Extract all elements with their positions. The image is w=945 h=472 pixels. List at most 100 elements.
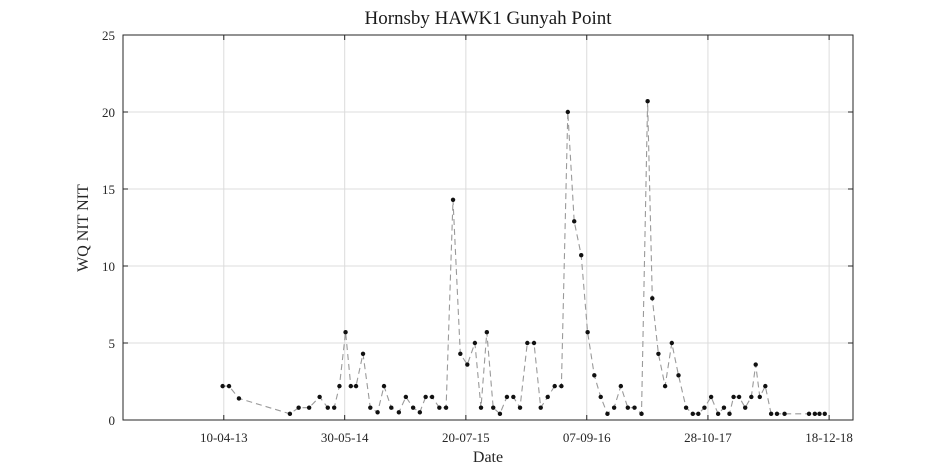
data-point: [559, 383, 564, 389]
data-point: [806, 411, 812, 417]
data-point: [403, 394, 409, 400]
data-point: [579, 253, 584, 258]
data-point: [768, 411, 774, 417]
y-axis-label: WQ NIT NIT: [75, 184, 92, 272]
data-point: [763, 383, 768, 389]
data-point: [375, 410, 380, 415]
data-point: [736, 394, 742, 400]
data-point: [662, 383, 668, 389]
data-point: [545, 394, 550, 400]
data-point: [429, 394, 435, 400]
data-point: [721, 405, 727, 410]
data-point: [749, 394, 754, 400]
data-point: [565, 109, 571, 115]
y-tick-label: 10: [102, 259, 115, 274]
data-point: [236, 396, 242, 401]
data-point: [491, 405, 496, 410]
x-tick-label: 07-09-16: [563, 430, 611, 445]
data-point: [708, 394, 714, 400]
data-point: [645, 99, 650, 104]
data-point: [650, 296, 655, 301]
data-point: [450, 197, 456, 202]
y-tick-label: 15: [102, 182, 115, 197]
data-point: [331, 405, 337, 410]
data-point: [437, 405, 442, 410]
data-point: [353, 383, 359, 389]
data-point: [478, 405, 484, 410]
data-point: [287, 411, 293, 417]
data-point: [715, 411, 721, 417]
data-point: [381, 383, 387, 389]
x-tick-label: 20-07-15: [442, 430, 490, 445]
data-point: [552, 383, 557, 389]
data-point: [368, 405, 373, 410]
data-point: [605, 411, 610, 417]
data-point: [782, 411, 787, 417]
data-point: [618, 383, 624, 389]
y-tick-label: 25: [102, 28, 115, 43]
data-point: [517, 405, 523, 410]
data-point: [731, 394, 736, 400]
data-point: [585, 330, 590, 335]
data-point: [702, 405, 707, 410]
data-point: [484, 330, 490, 335]
data-point: [632, 405, 637, 410]
data-point: [226, 383, 232, 389]
x-tick-label: 30-05-14: [321, 430, 369, 445]
data-point: [753, 362, 758, 367]
data-point: [683, 405, 689, 410]
chart-title: Hornsby HAWK1 Gunyah Point: [364, 8, 612, 29]
y-tick-label: 5: [109, 336, 116, 351]
data-point: [676, 373, 681, 378]
data-point: [497, 411, 503, 417]
data-point: [774, 411, 780, 417]
data-point: [639, 411, 644, 417]
y-tick-label: 0: [109, 413, 116, 428]
data-point: [817, 411, 822, 417]
y-tick-label: 20: [102, 105, 115, 120]
data-point: [317, 394, 322, 400]
data-point: [572, 219, 577, 224]
series-line: [222, 101, 825, 415]
data-point: [625, 405, 631, 410]
data-point: [389, 405, 394, 410]
data-point: [511, 394, 516, 400]
data-point: [472, 340, 478, 346]
data-point: [410, 405, 416, 410]
data-point: [812, 411, 818, 417]
data-point: [727, 411, 732, 417]
data-point: [525, 340, 530, 346]
data-point: [337, 383, 342, 389]
x-axis-label: Date: [473, 449, 503, 466]
x-tick-label: 18-12-18: [805, 430, 853, 445]
x-tick-label: 28-10-17: [684, 430, 732, 445]
data-point: [592, 373, 597, 378]
data-point: [348, 383, 353, 389]
data-point: [423, 394, 428, 400]
plot-frame: [122, 34, 854, 421]
data-point: [696, 411, 701, 417]
data-point: [743, 405, 748, 410]
data-point: [443, 405, 449, 410]
data-point: [656, 351, 661, 356]
data-point: [690, 411, 695, 417]
data-point: [325, 405, 330, 410]
data-point: [465, 362, 470, 367]
data-point: [504, 394, 510, 400]
series: [220, 99, 827, 417]
data-point: [598, 394, 603, 400]
data-point: [296, 405, 301, 410]
data-point: [360, 351, 366, 356]
data-point: [822, 411, 827, 417]
data-point: [538, 405, 543, 410]
axis-ticks: 10-04-13 30-05-14 20-07-15 07-09-16 28-10-17…: [102, 28, 853, 445]
x-tick-label: 10-04-13: [200, 430, 248, 445]
data-point: [669, 340, 675, 346]
data-point: [306, 405, 312, 410]
data-point: [417, 410, 423, 415]
grid: [123, 34, 853, 421]
data-point: [343, 330, 348, 335]
data-point: [458, 351, 463, 356]
